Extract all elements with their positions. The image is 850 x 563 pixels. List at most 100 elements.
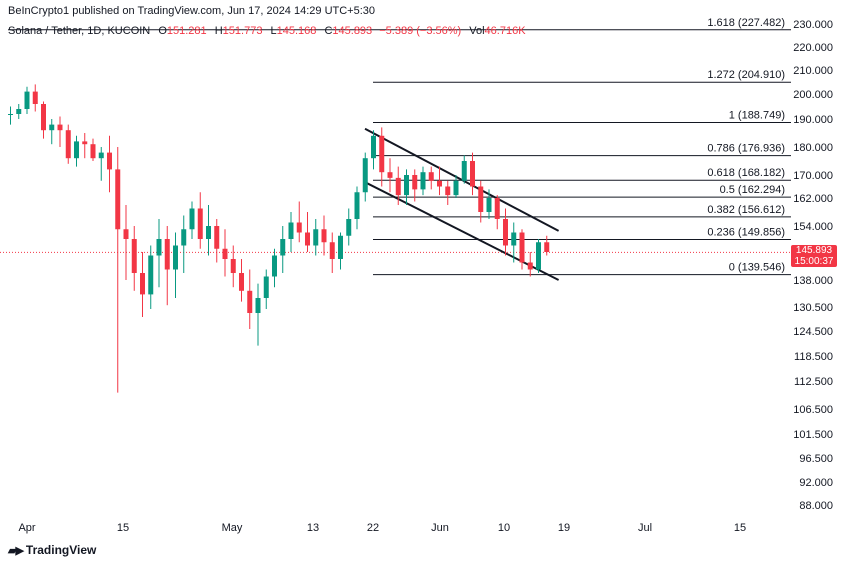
- candle-body: [263, 276, 269, 298]
- y-tick-label: 101.500: [793, 429, 833, 441]
- low-value: 145.168: [276, 25, 317, 37]
- descending-channel: [364, 127, 560, 281]
- candle-body: [49, 124, 55, 131]
- candle-body: [511, 232, 517, 246]
- y-tick-label: 220.000: [793, 42, 833, 54]
- candle-body: [371, 135, 376, 159]
- candle-body: [24, 91, 30, 109]
- candle-body: [131, 239, 137, 273]
- x-tick-label: May: [222, 522, 243, 534]
- candle-body: [222, 248, 228, 259]
- candle-body: [148, 255, 154, 295]
- fib-level-label: 1.618 (227.482): [707, 17, 785, 29]
- x-tick-label: 19: [558, 522, 570, 534]
- candle-body: [412, 175, 418, 190]
- y-tick-label: 190.000: [793, 114, 833, 126]
- publisher-line: BeInCrypto1 published on TradingView.com…: [8, 5, 376, 17]
- fib-level-label: 0.5 (162.294): [720, 184, 785, 196]
- x-tick-label: Jul: [638, 522, 652, 534]
- candle-body: [98, 152, 104, 159]
- candle-body: [239, 273, 244, 291]
- y-tick-label: 92.000: [799, 477, 833, 489]
- high-value: 151.773: [222, 25, 263, 37]
- fib-level-label: 0.236 (149.856): [707, 226, 785, 238]
- candle-body: [536, 242, 541, 270]
- countdown-timer: 15:00:37: [794, 256, 834, 267]
- time-axis: Apr 15 May 13 22 Jun 10 19 Jul 15: [18, 522, 746, 534]
- y-tick-label: 96.500: [799, 453, 833, 465]
- candlesticks: [8, 84, 550, 393]
- candle-body: [90, 144, 96, 159]
- candle-body: [461, 161, 467, 181]
- tradingview-logo-icon: ▰▶: [8, 544, 24, 557]
- fib-level-label: 0 (139.546): [729, 262, 785, 274]
- candle-body: [296, 222, 302, 233]
- close-label: C: [324, 25, 333, 37]
- candle-body: [272, 255, 277, 277]
- x-tick-label: 22: [367, 522, 379, 534]
- candle-body: [189, 208, 195, 230]
- fibonacci-levels: 1.618 (227.482) 1.272 (204.910) 1 (188.749…: [0, 17, 791, 276]
- candle-body: [247, 290, 253, 313]
- symbol-title: Solana / Tether, 1D, KUCOIN: [8, 25, 151, 37]
- candle-body: [420, 172, 426, 190]
- candle-body: [527, 262, 533, 270]
- candle-body: [395, 177, 401, 196]
- high-label: H: [214, 25, 223, 37]
- fib-level-label: 0.382 (156.612): [707, 204, 785, 216]
- candle-body: [123, 229, 129, 239]
- volume-label: Vol: [469, 25, 485, 37]
- candle-body: [387, 172, 393, 178]
- x-tick-label: 15: [734, 522, 746, 534]
- candle-body: [313, 229, 319, 246]
- candle-body: [453, 180, 459, 196]
- candle-body: [173, 245, 178, 270]
- open-label: O: [158, 25, 167, 37]
- candle-body: [197, 208, 203, 239]
- candle-body: [214, 226, 220, 249]
- x-tick-label: 15: [117, 522, 129, 534]
- candle-body: [445, 186, 451, 196]
- candle-body: [82, 141, 88, 145]
- candle-body: [338, 235, 343, 259]
- channel-lower-line: [364, 181, 560, 281]
- candle-body: [437, 180, 442, 187]
- fib-level-label: 1 (188.749): [729, 110, 785, 122]
- candle-body: [230, 259, 236, 273]
- x-tick-label: 10: [498, 522, 510, 534]
- volume-value: 46.716K: [484, 25, 526, 37]
- candle-body: [32, 91, 38, 104]
- fib-level-label: 0.618 (168.182): [707, 167, 785, 179]
- candle-body: [57, 124, 63, 131]
- y-tick-label: 138.000: [793, 275, 833, 287]
- x-tick-label: Apr: [18, 522, 35, 534]
- price-axis: 230.000 220.000 210.000 200.000 190.000 180.0…: [793, 19, 833, 512]
- y-tick-label: 210.000: [793, 65, 833, 77]
- candle-body: [428, 172, 434, 181]
- candle-body: [255, 298, 261, 313]
- candle-body: [354, 192, 360, 219]
- candle-body: [164, 239, 170, 270]
- open-value: 151.281: [166, 25, 207, 37]
- change-value: −5.389 (−3.56%): [379, 25, 462, 37]
- candle-body: [519, 232, 525, 263]
- candle-body: [494, 198, 500, 219]
- candle-body: [321, 229, 327, 243]
- candle-body: [470, 161, 475, 187]
- y-tick-label: 200.000: [793, 89, 833, 101]
- candle-body: [140, 273, 145, 295]
- candle-body: [65, 130, 71, 159]
- y-tick-label: 124.500: [793, 326, 833, 338]
- candle-body: [486, 198, 492, 212]
- tradingview-logo[interactable]: ▰▶ TradingView: [8, 543, 96, 557]
- candle-body: [379, 135, 385, 173]
- y-tick-label: 230.000: [793, 19, 833, 31]
- symbol-legend: Solana / Tether, 1D, KUCOIN O151.281 H15…: [8, 25, 526, 37]
- candle-body: [181, 229, 187, 246]
- y-tick-label: 112.500: [794, 376, 833, 388]
- candle-body: [206, 226, 211, 239]
- y-tick-label: 88.000: [799, 500, 833, 512]
- candle-body: [346, 219, 352, 236]
- low-label: L: [270, 25, 277, 37]
